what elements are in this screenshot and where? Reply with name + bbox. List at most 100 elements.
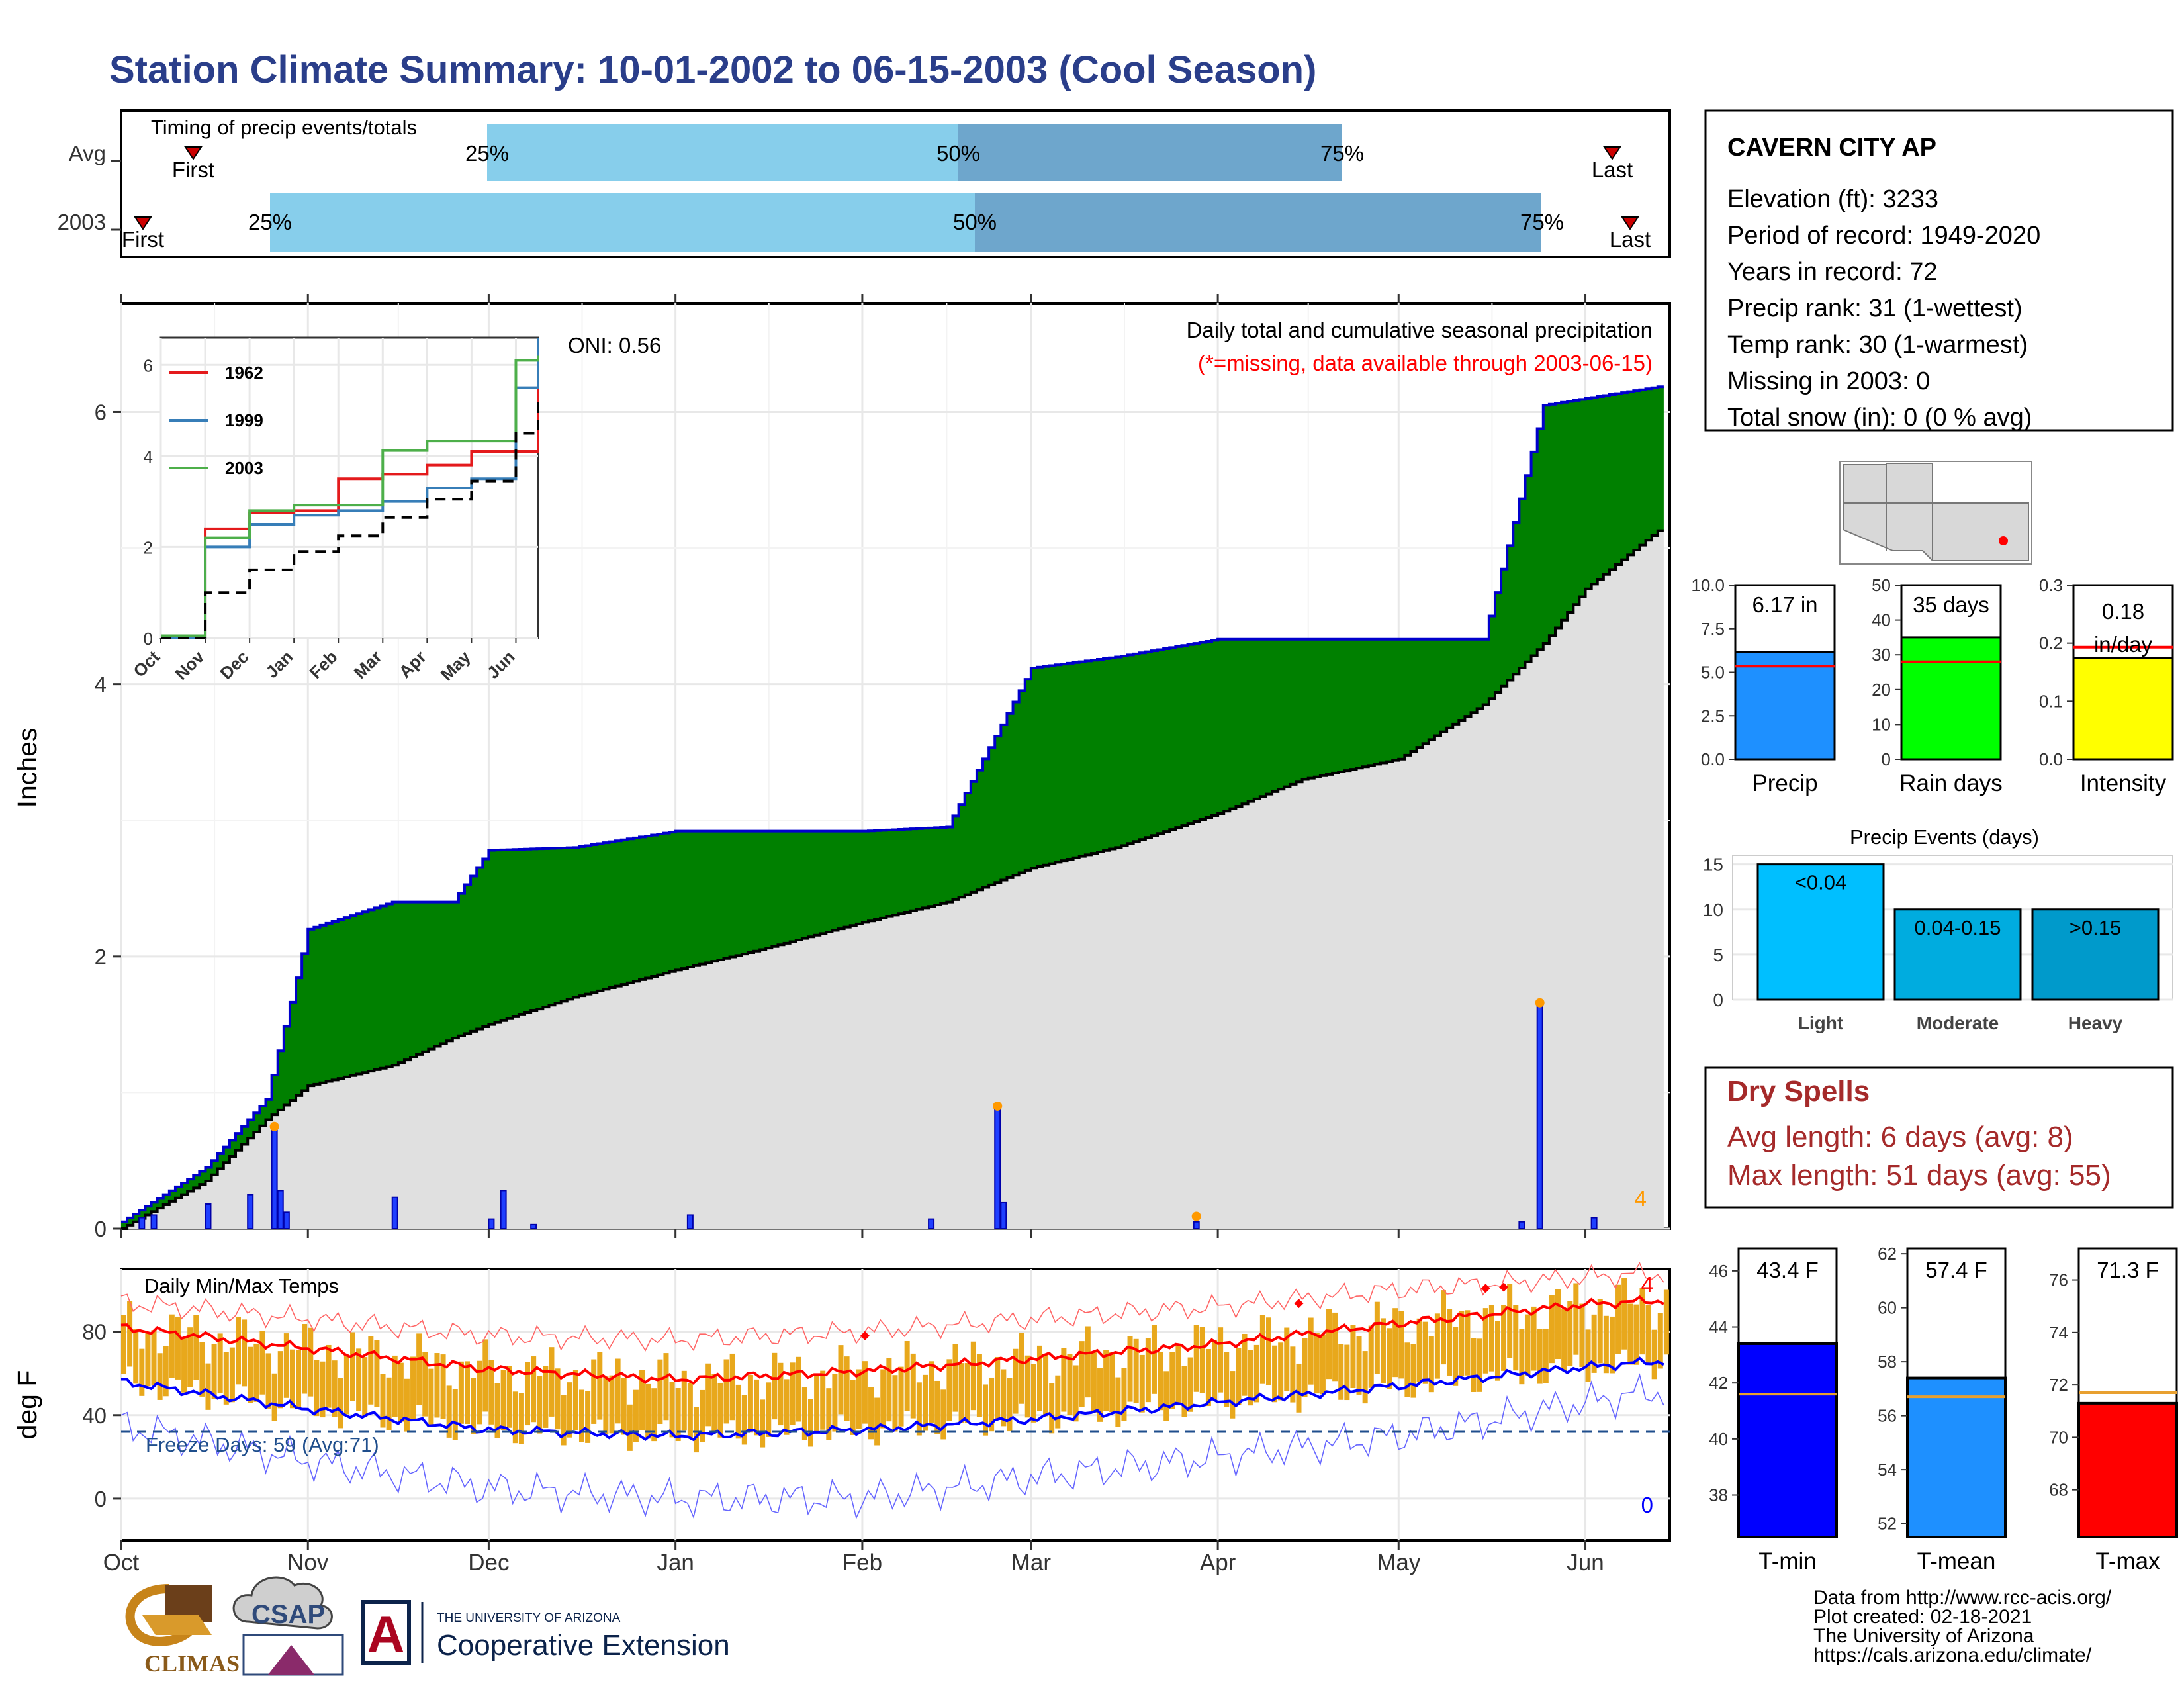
daily-precip-bar: [1000, 1201, 1007, 1229]
month-label: Jan: [657, 1550, 694, 1575]
daily-temp-range-bar: [934, 1380, 940, 1434]
daily-temp-range-bar: [1073, 1365, 1079, 1422]
precip-panel: 0 2 4 6 Inches ONI: 0.56 Daily total and cu…: [12, 294, 1671, 1241]
daily-temp-range-bar: [488, 1360, 494, 1425]
daily-temp-range-bar: [302, 1324, 308, 1394]
avg-quartile-25-50: [487, 124, 958, 181]
temp-bar-label: T-mean: [1917, 1548, 1996, 1574]
daily-temp-range-bar: [332, 1360, 338, 1417]
daily-temp-range-bar: [133, 1329, 139, 1384]
daily-temp-range-bar: [1218, 1327, 1224, 1393]
temp-title: Daily Min/Max Temps: [144, 1274, 339, 1297]
daily-temp-range-bar: [1471, 1338, 1477, 1392]
daily-temp-range-bar: [814, 1374, 820, 1432]
month-label: Feb: [842, 1550, 882, 1575]
temp-bar-tick-label: 72: [2049, 1375, 2068, 1395]
daily-temp-range-bar: [1404, 1342, 1410, 1397]
daily-temp-range-bar: [296, 1350, 302, 1409]
daily-temp-range-bar: [1103, 1350, 1109, 1411]
2003-first-marker: [134, 216, 152, 230]
daily-temp-range-bar: [807, 1399, 813, 1447]
month-label: Mar: [1011, 1550, 1052, 1575]
temp-bar-T-max: [2077, 1401, 2178, 1538]
daily-temp-range-bar: [1549, 1295, 1555, 1364]
daily-temp-range-bar: [380, 1374, 386, 1428]
temp-bar-value: 71.3 F: [2097, 1258, 2159, 1282]
daily-temp-range-bar: [705, 1363, 711, 1427]
footer-line: Plot created: 02-18-2021: [1813, 1606, 2032, 1628]
mini-tick-label: 0: [1882, 749, 1891, 769]
footer-line: https://cals.arizona.edu/climate/: [1813, 1644, 2092, 1666]
daily-temp-range-bar: [518, 1393, 524, 1444]
daily-temp-range-bar: [1024, 1355, 1030, 1418]
daily-temp-range-bar: [1242, 1333, 1248, 1396]
daily-temp-range-bar: [772, 1352, 778, 1420]
avg-p50-label: 50%: [936, 141, 980, 165]
location-map: [1839, 461, 2032, 565]
daily-temp-range-bar: [681, 1370, 687, 1431]
mini-tick-label: 10.0: [1691, 575, 1725, 595]
daily-temp-range-bar: [368, 1336, 374, 1405]
daily-temp-range-bar: [1085, 1326, 1091, 1398]
mini-tick-label: 30: [1872, 645, 1891, 665]
daily-temp-range-bar: [657, 1359, 663, 1425]
daily-precip-bar: [150, 1214, 158, 1229]
daily-temp-range-bar: [1387, 1328, 1392, 1389]
station-line: Elevation (ft): 3233: [1727, 185, 1938, 213]
temp-min-count: 0: [1641, 1493, 1653, 1517]
logos: CLIMAS CSAP A THE UNIVERSITY OF ARIZONA …: [125, 1576, 730, 1677]
daily-temp-range-bar: [1663, 1289, 1669, 1355]
daily-temp-range-bar: [790, 1362, 796, 1425]
2003-p25-label: 25%: [248, 210, 292, 234]
timing-row-avg-label: Avg: [69, 141, 106, 165]
daily-temp-range-bar: [1459, 1311, 1465, 1377]
normal-cumulative-line: [121, 529, 1664, 1230]
daily-temp-range-bar: [428, 1368, 434, 1427]
daily-temp-range-bar: [356, 1348, 362, 1411]
daily-temp-range-bar: [693, 1407, 699, 1453]
daily-temp-range-bar: [958, 1363, 964, 1423]
daily-temp-range-bar: [1513, 1305, 1519, 1371]
daily-temp-range-bar: [964, 1363, 970, 1423]
daily-temp-range-bar: [223, 1352, 229, 1405]
mini-bar-value: 6.17 in: [1752, 592, 1817, 617]
daily-temp-range-bar: [1374, 1301, 1380, 1374]
precip-events-title: Precip Events (days): [1850, 825, 2039, 849]
mini-tick-label: 2.5: [1701, 706, 1725, 726]
daily-temp-range-bar: [615, 1358, 621, 1424]
events-tick-label: 15: [1703, 855, 1723, 875]
event-bar-range: >0.15: [2070, 916, 2121, 939]
daily-temp-range-bar: [404, 1378, 410, 1432]
avg-max-line: [120, 1295, 1664, 1385]
daily-temp-range-bar: [784, 1379, 790, 1435]
daily-temp-range-bar: [916, 1382, 922, 1436]
timing-row-2003-label: 2003: [58, 210, 106, 234]
daily-temp-range-bar: [446, 1385, 452, 1438]
daily-temp-range-bar: [277, 1351, 283, 1409]
mini-chart-label: Intensity: [2080, 771, 2167, 796]
station-name: CAVERN CITY AP: [1727, 134, 1936, 162]
daily-temp-range-bar: [338, 1378, 343, 1429]
events-tick-label: 10: [1703, 900, 1723, 920]
mini-bar-unit: in/day: [2094, 632, 2153, 657]
daily-precip-bar: [283, 1211, 290, 1230]
record-high-marker: [1480, 1284, 1490, 1293]
daily-temp-range-bar: [627, 1404, 633, 1451]
daily-temp-range-bar: [832, 1374, 838, 1432]
mini-tick-label: 50: [1872, 575, 1891, 595]
daily-temp-range-bar: [639, 1370, 645, 1430]
daily-temp-range-bar: [940, 1389, 946, 1440]
daily-temp-range-bar: [151, 1330, 157, 1386]
daily-temp-range-bar: [1049, 1383, 1055, 1434]
daily-temp-range-bar: [343, 1354, 349, 1415]
csap-logo: CSAP: [232, 1576, 344, 1676]
daily-temp-range-bar: [248, 1346, 253, 1403]
daily-temp-range-bar: [838, 1345, 844, 1415]
daily-temp-range-bar: [1013, 1348, 1019, 1414]
daily-temp-range-bar: [1145, 1338, 1151, 1403]
daily-temp-range-bar: [1434, 1313, 1440, 1379]
daily-temp-range-bar: [1465, 1310, 1471, 1376]
daily-temp-range-bar: [1410, 1344, 1416, 1398]
daily-temp-range-bar: [512, 1391, 518, 1444]
